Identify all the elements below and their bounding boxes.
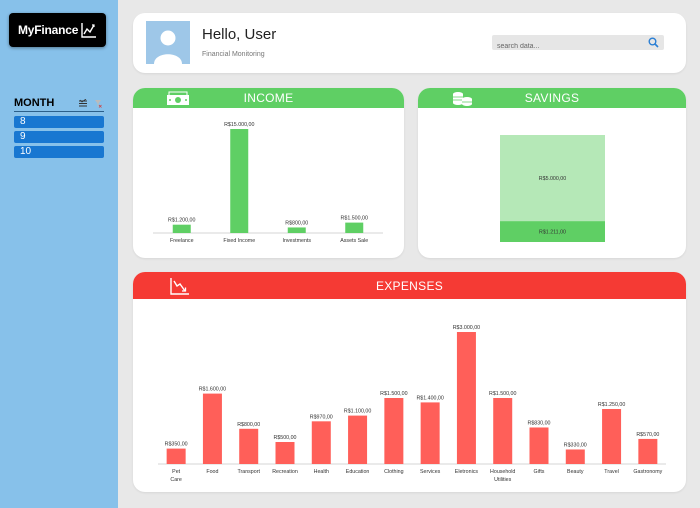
expenses-bar-7 bbox=[420, 402, 440, 464]
expenses-value-label-12: R$1.250,00 bbox=[598, 402, 625, 408]
expenses-category-label-8: Eletronics bbox=[455, 469, 479, 475]
expenses-value-label-7: R$1.400,00 bbox=[416, 395, 443, 401]
income-category-label-2: Investments bbox=[282, 238, 311, 244]
expenses-bar-4 bbox=[311, 421, 331, 464]
expenses-category-label-1: Food bbox=[206, 469, 218, 475]
income-bar-3 bbox=[345, 222, 364, 233]
expenses-category-label-3: Recreation bbox=[272, 469, 298, 475]
savings-header: SAVINGS bbox=[418, 88, 686, 108]
expenses-category-label-0-line-1: Care bbox=[170, 477, 182, 483]
income-title: INCOME bbox=[243, 91, 294, 105]
expenses-category-label-10: Gifts bbox=[534, 469, 545, 475]
expenses-category-label-0-line-0: Pet bbox=[172, 469, 180, 475]
expenses-bar-11 bbox=[565, 449, 585, 464]
expenses-value-label-2: R$800,00 bbox=[237, 422, 260, 428]
income-value-label-3: R$1.500,00 bbox=[341, 216, 368, 222]
expenses-value-label-5: R$1.100,00 bbox=[344, 409, 371, 415]
expenses-category-label-4: Health bbox=[314, 469, 329, 475]
expenses-category-label-5: Education bbox=[346, 469, 370, 475]
income-category-label-3: Assets Sale bbox=[340, 238, 368, 244]
expenses-value-label-13: R$570,00 bbox=[636, 432, 659, 438]
expenses-bar-10 bbox=[529, 427, 549, 464]
expenses-value-label-8: R$3.000,00 bbox=[453, 325, 480, 331]
expenses-category-label-11: Beauty bbox=[567, 469, 584, 475]
expenses-category-label-12: Travel bbox=[604, 469, 619, 475]
expenses-bar-1 bbox=[202, 393, 222, 464]
greeting: Hello, User bbox=[202, 26, 277, 43]
expenses-category-label-9-line-1: Utilities bbox=[494, 477, 511, 483]
month-item-9[interactable]: 9 bbox=[14, 131, 104, 143]
savings-goal-segment bbox=[500, 135, 605, 222]
expenses-chart: R$350,00 Pet Care R$1.600,00 Food R$800,00 Tra… bbox=[158, 325, 666, 483]
income-header: INCOME bbox=[133, 88, 404, 108]
multi-select-icon[interactable] bbox=[78, 98, 88, 108]
user-avatar[interactable] bbox=[146, 21, 190, 64]
income-value-label-1: R$15.000,00 bbox=[224, 122, 254, 128]
month-slicer: MONTH 8 9 10 bbox=[14, 97, 104, 158]
expenses-header: EXPENSES bbox=[133, 272, 686, 299]
chart-logo-icon bbox=[81, 23, 97, 38]
income-category-label-0: Freelance bbox=[170, 238, 194, 244]
expenses-bar-6 bbox=[384, 398, 404, 464]
expenses-category-label-6: Clothing bbox=[384, 469, 403, 475]
expenses-bar-2 bbox=[239, 428, 259, 464]
expenses-title: EXPENSES bbox=[375, 278, 444, 293]
month-item-8[interactable]: 8 bbox=[14, 116, 104, 128]
expenses-value-label-11: R$330,00 bbox=[564, 442, 587, 448]
clear-filter-icon[interactable] bbox=[94, 99, 102, 108]
month-list: 8 9 10 bbox=[14, 116, 104, 158]
savings-title: SAVINGS bbox=[524, 91, 580, 105]
income-value-label-2: R$800,00 bbox=[285, 220, 308, 226]
month-slicer-title: MONTH bbox=[14, 97, 55, 109]
income-chart: R$1.200,00 Freelance R$15.000,00 Fixed Inco… bbox=[153, 122, 383, 244]
month-slicer-controls bbox=[78, 98, 104, 108]
chart-down-icon bbox=[170, 277, 189, 295]
expenses-category-label-7: Services bbox=[420, 469, 441, 475]
logo-text: MyFinance bbox=[18, 23, 79, 37]
search-box bbox=[492, 35, 664, 54]
month-slicer-header: MONTH bbox=[14, 97, 104, 112]
user-avatar-icon bbox=[154, 30, 182, 64]
search-icon[interactable] bbox=[648, 37, 659, 48]
expenses-category-label-13: Gastronomy bbox=[633, 469, 662, 475]
expenses-value-label-10: R$830,00 bbox=[528, 420, 551, 426]
expenses-bar-9 bbox=[493, 398, 513, 464]
expenses-bar-0 bbox=[166, 448, 186, 464]
sidebar: MyFinance MONTH 8 9 10 bbox=[0, 0, 118, 508]
expenses-bar-8 bbox=[456, 332, 476, 464]
savings-current-label: R$1.211,00 bbox=[539, 230, 566, 236]
expenses-value-label-1: R$1.600,00 bbox=[199, 387, 226, 393]
expenses-value-label-4: R$970,00 bbox=[310, 414, 333, 420]
money-icon bbox=[167, 91, 189, 105]
expenses-value-label-9: R$1.500,00 bbox=[489, 391, 516, 397]
expenses-bar-13 bbox=[638, 438, 658, 464]
expenses-card: EXPENSES R$350,00 Pet Care R$1.600,00 Food R$… bbox=[133, 272, 686, 492]
expenses-category-label-9-line-0: Household bbox=[490, 469, 515, 475]
income-bar-2 bbox=[287, 227, 306, 233]
income-bar-1 bbox=[230, 129, 249, 233]
income-card: INCOME R$1.200,00 Freelance R$15.000,00 Fix… bbox=[133, 88, 404, 258]
expenses-bar-12 bbox=[602, 409, 622, 464]
month-item-10[interactable]: 10 bbox=[14, 146, 104, 158]
savings-chart: R$5.000,00 R$1.211,00 bbox=[500, 135, 605, 242]
search-input[interactable] bbox=[492, 39, 632, 54]
page-subtitle: Financial Monitoring bbox=[202, 51, 265, 58]
income-value-label-0: R$1.200,00 bbox=[168, 218, 195, 224]
expenses-category-label-2: Transport bbox=[237, 469, 260, 475]
income-bar-0 bbox=[172, 224, 191, 233]
app-logo[interactable]: MyFinance bbox=[9, 13, 106, 47]
coins-icon bbox=[453, 91, 472, 106]
savings-goal-label: R$5.000,00 bbox=[539, 176, 566, 182]
expenses-bar-3 bbox=[275, 442, 295, 464]
expenses-value-label-6: R$1.500,00 bbox=[380, 391, 407, 397]
savings-card: SAVINGS R$5.000,00 R$1.211,00 bbox=[418, 88, 686, 258]
expenses-bar-5 bbox=[348, 415, 368, 464]
savings-current-segment bbox=[500, 221, 605, 242]
expenses-value-label-0: R$350,00 bbox=[165, 442, 188, 448]
header-card: Hello, User Financial Monitoring bbox=[133, 13, 686, 73]
income-category-label-1: Fixed Income bbox=[223, 238, 255, 244]
expenses-value-label-3: R$500,00 bbox=[274, 435, 297, 441]
